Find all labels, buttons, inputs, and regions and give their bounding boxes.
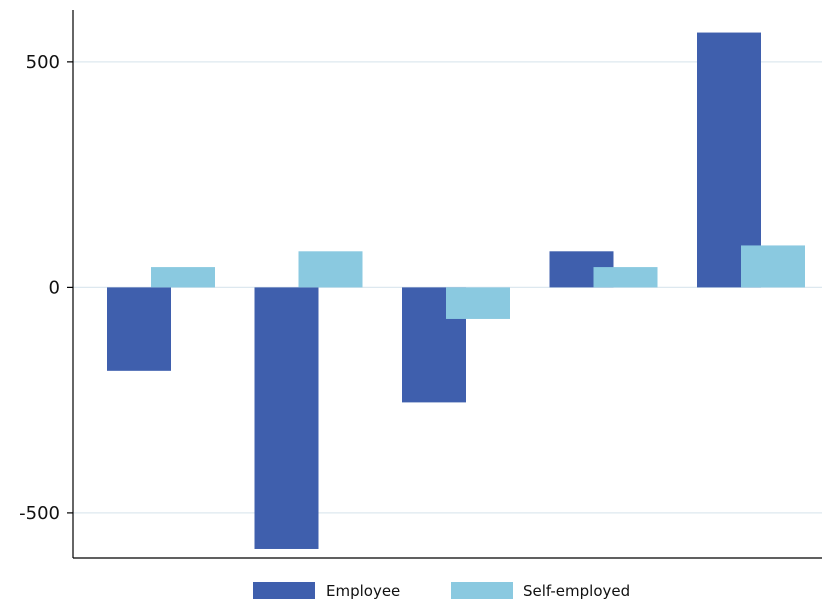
y-tick-label: 500 [26, 52, 60, 73]
legend-label: Employee [326, 582, 400, 600]
y-axis-ticks: -500 0 500 [19, 52, 73, 524]
bar-self-employed [741, 245, 805, 287]
bars [107, 33, 805, 549]
bar-self-employed [299, 251, 363, 287]
bar-employee [255, 287, 319, 549]
y-tick-label: 0 [49, 277, 60, 298]
legend-label: Self-employed [523, 582, 630, 600]
bar-employee [107, 287, 171, 370]
bar-self-employed [151, 267, 215, 287]
legend-swatch [451, 582, 513, 599]
bar-self-employed [446, 287, 510, 319]
y-tick-label: -500 [19, 503, 60, 524]
legend: Employee Self-employed [253, 582, 630, 600]
bar-self-employed [594, 267, 658, 287]
legend-swatch [253, 582, 315, 599]
